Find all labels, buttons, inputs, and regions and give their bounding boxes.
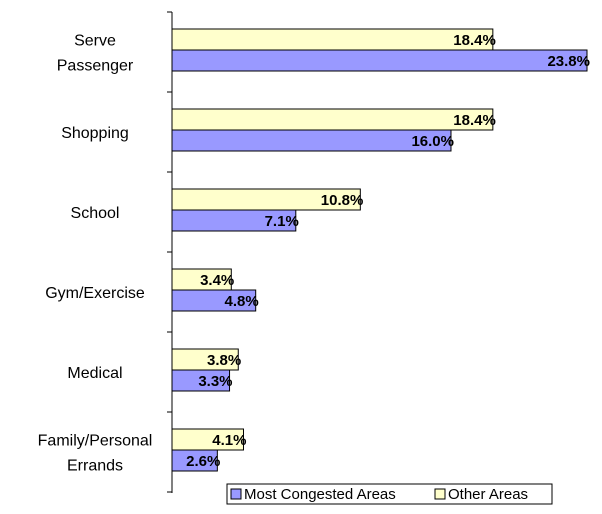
legend-swatch-most-congested (230, 488, 242, 500)
data-label: 2.6% (186, 453, 220, 470)
category-label: School (71, 205, 120, 222)
bar-other-areas (171, 108, 494, 131)
legend-swatch-other-areas (434, 488, 446, 500)
bar-most-congested-areas (171, 49, 588, 72)
data-label: 3.3% (198, 373, 232, 390)
data-label: 10.8% (321, 192, 364, 209)
category-label: Serve (74, 33, 116, 50)
legend-box (226, 483, 553, 505)
data-label: 7.1% (265, 213, 299, 230)
legend-label-most-congested: Most Congested Areas (244, 486, 396, 503)
data-label: 3.8% (207, 352, 241, 369)
data-label: 16.0% (411, 133, 454, 150)
category-label: Medical (67, 365, 122, 382)
data-label: 18.4% (453, 112, 496, 129)
legend-label-other-areas: Other Areas (448, 486, 528, 503)
category-label: Family/Personal (38, 433, 153, 450)
bar-most-congested-areas (171, 369, 231, 392)
bar-most-congested-areas (171, 289, 257, 312)
bar-most-congested-areas (171, 129, 452, 152)
data-label: 18.4% (453, 32, 496, 49)
category-label: Shopping (61, 125, 129, 142)
category-label: Errands (67, 458, 123, 475)
data-label: 3.4% (200, 272, 234, 289)
legend: Most Congested Areas Other Areas (226, 483, 553, 505)
bar-most-congested-areas (171, 449, 218, 472)
category-label: Gym/Exercise (45, 285, 145, 302)
bar-most-congested-areas (171, 209, 297, 232)
data-label: 23.8% (547, 53, 590, 70)
labels-layer: Serve Passenger 18.4% 23.8% Shopping 18.4% 16.… (38, 32, 590, 475)
bar-other-areas (171, 28, 494, 51)
data-label: 4.1% (212, 432, 246, 449)
data-label: 4.8% (224, 293, 258, 310)
axis-layer (167, 11, 173, 493)
category-label: Passenger (57, 58, 134, 75)
bars-layer (171, 28, 588, 472)
